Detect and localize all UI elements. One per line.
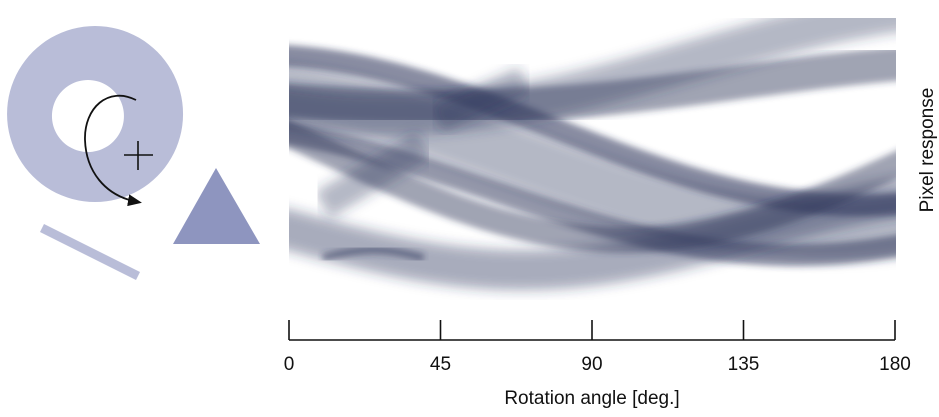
bar-shape xyxy=(40,224,140,280)
y-side-title: Pixel response xyxy=(917,88,938,213)
ring-shape xyxy=(7,26,184,202)
x-tick-label: 135 xyxy=(728,354,760,375)
x-tick-label: 45 xyxy=(430,354,451,375)
sinogram xyxy=(289,18,896,303)
object-panel xyxy=(7,26,260,280)
crosshair-icon xyxy=(124,141,153,170)
triangle-shape xyxy=(173,168,260,244)
curved-arrow-icon xyxy=(84,94,142,207)
ring-band-top xyxy=(289,18,896,135)
x-tick-label: 180 xyxy=(879,354,911,375)
bar-band xyxy=(321,246,425,262)
crossing-shadow-b xyxy=(431,67,531,132)
crossing-shadow-a xyxy=(315,132,432,218)
x-tick-label: 90 xyxy=(581,354,602,375)
x-axis-title: Rotation angle [deg.] xyxy=(504,388,679,409)
x-tick-label: 0 xyxy=(284,354,295,375)
x-axis: 0 45 90 135 180 Rotation angle [deg.] xyxy=(284,320,911,409)
